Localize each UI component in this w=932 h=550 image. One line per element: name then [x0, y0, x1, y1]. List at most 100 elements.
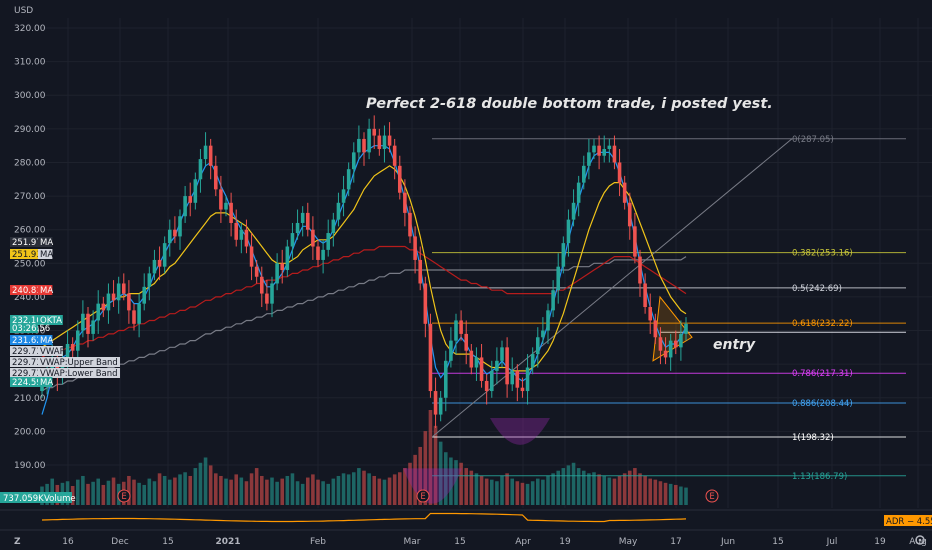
earnings-marker: [705, 489, 719, 503]
price-tag-value: 03:26:56: [12, 324, 50, 334]
volume-bar: [142, 484, 147, 505]
candle-body: [224, 202, 228, 210]
candle-body: [622, 182, 627, 203]
z-letter-icon[interactable]: Z: [14, 537, 21, 547]
volume-bar: [326, 483, 331, 505]
candle-body: [300, 212, 305, 223]
y-tick-label: 270.00: [14, 192, 46, 202]
gear-icon[interactable]: [915, 535, 925, 545]
volume-bar: [336, 475, 341, 505]
price-tag-label: VWAP:Upper Band: [40, 358, 118, 368]
price-tag-label-bg: [38, 237, 53, 247]
candle-body: [265, 293, 269, 304]
candle-body: [351, 152, 356, 170]
volume-bar: [295, 481, 300, 505]
price-candles: [40, 115, 688, 429]
volume-bar: [259, 475, 264, 505]
volume-bar: [147, 478, 152, 505]
volume-bar: [474, 473, 479, 505]
candle-body: [290, 233, 295, 247]
candle-body: [602, 149, 607, 156]
time-axis[interactable]: 16 Dec 15 2021 Feb Mar 15 Apr 19 May 17 Jun 15 Jul 19 A…: [62, 537, 927, 547]
volume-bar: [423, 431, 428, 505]
price-tag-label: MA: [40, 336, 53, 346]
candle-body: [234, 222, 239, 240]
candle-body: [106, 293, 111, 311]
candle-body: [403, 192, 407, 213]
volume-bar: [239, 477, 244, 505]
candle-body: [566, 219, 571, 244]
volume-bar: [505, 473, 509, 505]
volume-bar: [597, 474, 601, 505]
candle-body: [137, 303, 141, 324]
candle-body: [157, 259, 162, 267]
entry-label[interactable]: entry: [713, 337, 756, 353]
y-tick-label: 200.00: [14, 427, 46, 437]
volume-bar: [127, 475, 131, 505]
candle-body: [581, 165, 586, 183]
price-tag-label: MA: [40, 286, 53, 296]
volume-bar: [684, 487, 688, 505]
volume-tag-label: Volume: [44, 494, 76, 504]
volume-bar: [96, 478, 101, 505]
candle-body: [116, 283, 121, 301]
price-tag-label-bg: [38, 346, 63, 356]
x-tick-label: 19: [874, 537, 886, 547]
volume-bar: [592, 472, 596, 505]
candle-body: [500, 347, 504, 361]
price-tags: 251.97MA251.93MA240.81MA232.10OKTA03:26:…: [10, 237, 120, 388]
volume-bar: [515, 481, 520, 505]
candle-body: [505, 347, 509, 385]
double-bottom-right-arc: [490, 417, 550, 445]
price-tag-label: VWAP: [40, 347, 65, 357]
candle-body: [551, 290, 555, 311]
candle-body: [173, 229, 177, 237]
candle-body: [188, 196, 193, 203]
volume-bars: [40, 410, 688, 505]
y-tick-label: 280.00: [14, 158, 46, 168]
volume-bar: [234, 474, 239, 505]
annotation-text[interactable]: Perfect 2-618 double bottom trade, i pos…: [366, 96, 773, 112]
candle-body: [397, 165, 402, 193]
price-tag-value: 251.93: [12, 250, 42, 260]
price-tag-label: VWAP:Lower Band: [40, 369, 118, 379]
volume-bar: [91, 481, 95, 505]
y-tick-label: 320.00: [14, 24, 46, 34]
volume-bar: [602, 475, 607, 505]
volume-bar: [244, 481, 249, 505]
volume-bar: [198, 462, 203, 505]
x-tick-label: 16: [62, 537, 74, 547]
volume-bar: [224, 478, 228, 505]
candle-body: [449, 340, 453, 361]
volume-bar: [270, 477, 274, 505]
volume-bar: [362, 470, 366, 505]
price-tag-value-bg: [10, 357, 38, 367]
candle-body: [270, 283, 274, 304]
candle-body: [377, 135, 382, 150]
volume-bar: [372, 475, 377, 505]
volume-bar: [663, 482, 668, 505]
candle-body: [643, 283, 647, 308]
volume-bar: [357, 468, 361, 505]
volume-bar: [132, 479, 136, 505]
volume-bar: [290, 473, 295, 505]
x-tick-label: 19: [559, 537, 571, 547]
candle-body: [249, 246, 254, 267]
candle-body: [479, 357, 484, 381]
candle-body: [65, 343, 70, 361]
volume-bar: [479, 475, 484, 505]
y-tick-label: 250.00: [14, 259, 46, 269]
price-tag-value: 240.81: [12, 286, 42, 296]
fib-level-label: 0.5(242.69): [792, 284, 842, 294]
volume-bar: [331, 478, 336, 505]
volume-bar: [627, 470, 632, 505]
candle-body: [367, 128, 371, 153]
candle-body: [331, 219, 336, 234]
candle-body: [668, 340, 673, 358]
volume-bar: [668, 483, 673, 505]
candle-body: [592, 145, 596, 153]
volume-bar: [520, 482, 525, 505]
